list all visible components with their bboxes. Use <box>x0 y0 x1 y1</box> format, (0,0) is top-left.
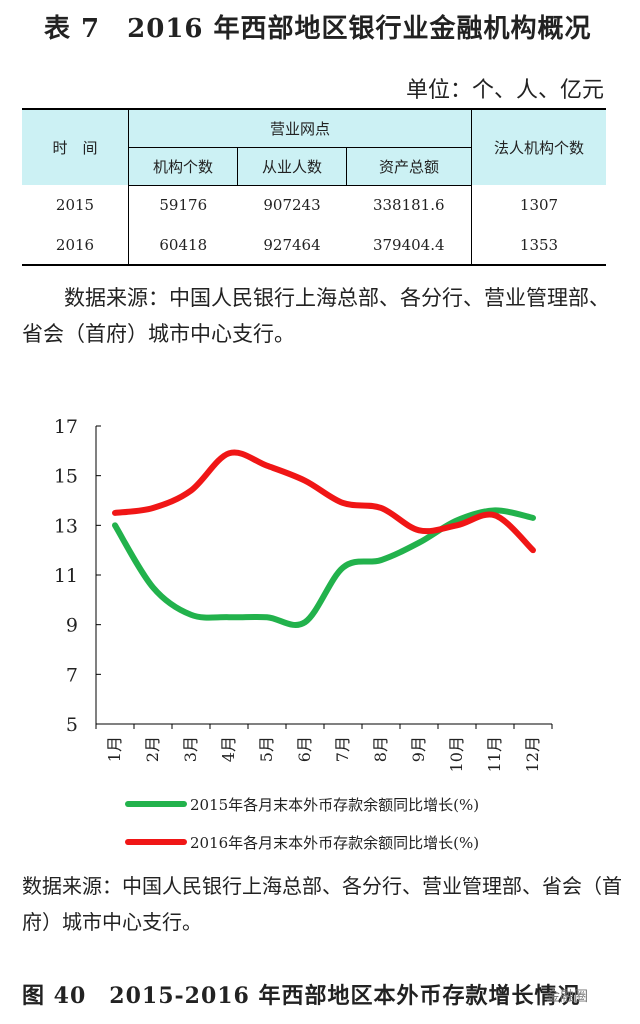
x-tick-label: 2月 <box>143 736 162 762</box>
header-branch-group: 营业网点 <box>128 108 472 148</box>
header-legal-entities: 法人机构个数 <box>471 108 606 185</box>
y-tick-label: 15 <box>54 466 78 488</box>
figure-source-note: 数据来源：中国人民银行上海总部、各分行、营业管理部、省会（首府）城市中心支行。 <box>22 874 622 934</box>
row-legal-entities: 1353 <box>471 225 606 266</box>
series-line-2016 <box>112 449 536 554</box>
y-tick-label: 17 <box>54 416 78 438</box>
x-tick-label: 7月 <box>333 736 352 762</box>
series-line-2015 <box>112 507 536 628</box>
deposit-growth-line-chart: 17 15 13 11 9 7 5 1月 2月 3月 4月 5月 6月 7月 8月 9月 10月 11月 12月 20… <box>54 416 553 852</box>
table-source-note: 数据来源：中国人民银行上海总部、各分行、营业管理部、省会（首府）城市中心支行。 <box>22 286 610 346</box>
header-institutions: 机构个数 <box>128 147 238 186</box>
x-tick-label: 6月 <box>295 736 314 762</box>
row-assets: 338181.6 <box>346 185 472 225</box>
x-tick-label: 9月 <box>409 736 428 762</box>
y-tick-label: 7 <box>66 664 78 686</box>
x-tick-label: 10月 <box>447 736 466 772</box>
x-tick-label: 8月 <box>371 736 390 762</box>
x-tick-label: 5月 <box>257 736 276 762</box>
row-employees: 907243 <box>263 196 321 215</box>
x-tick-label: 1月 <box>105 736 124 762</box>
x-tick-label: 11月 <box>485 736 504 772</box>
table-row: 2016 60418 927464 379404.4 1353 <box>22 225 606 266</box>
y-tick-label: 9 <box>66 615 78 637</box>
row-employees: 927464 <box>237 225 347 266</box>
row-year: 2016 <box>22 225 129 266</box>
figure-title: 图 40 2015-2016 年西部地区本外币存款增长情况 <box>22 983 581 1009</box>
x-tick-label: 4月 <box>219 736 238 762</box>
header-time: 时 间 <box>22 108 129 185</box>
watermark: 金融圈 <box>546 989 588 1005</box>
table-row: 2015 59176 907243 338181.6 1307 <box>22 185 606 225</box>
header-employees: 从业人数 <box>237 147 347 186</box>
unit-label: 单位：个、人、亿元 <box>405 78 604 103</box>
table-title: 表 7 2016 年西部地区银行业金融机构概况 <box>44 14 592 44</box>
row-institutions: 59176 <box>159 196 208 215</box>
x-tick-label: 12月 <box>523 736 542 772</box>
bank-institutions-table: 时 间 营业网点 法人机构个数 机构个数 从业人数 资产总额 2015 5917… <box>22 108 606 266</box>
y-tick-label: 11 <box>54 565 78 587</box>
header-assets: 资产总额 <box>346 147 472 186</box>
y-tick-label: 13 <box>54 515 78 537</box>
row-assets: 379404.4 <box>346 225 472 266</box>
legend-label: 2015年各月末本外币存款余额同比增长(%) <box>190 796 479 814</box>
legend-label: 2016年各月末本外币存款余额同比增长(%) <box>190 834 479 852</box>
x-tick-label: 3月 <box>181 736 200 762</box>
row-institutions: 60418 <box>128 225 238 266</box>
row-legal-entities: 1307 <box>519 196 559 214</box>
y-tick-label: 5 <box>66 714 78 736</box>
row-year: 2015 <box>22 185 129 225</box>
